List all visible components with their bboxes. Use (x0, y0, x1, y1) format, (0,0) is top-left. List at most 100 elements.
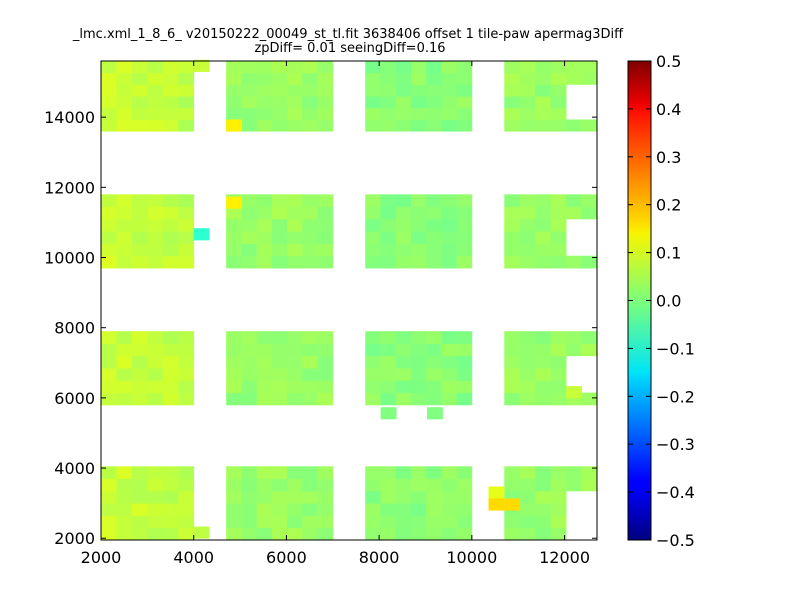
heatmap-cell (116, 72, 133, 85)
heatmap-cell (287, 503, 303, 516)
heatmap-cell (441, 84, 458, 97)
heatmap-cell (426, 503, 442, 516)
heatmap-cell (287, 72, 303, 85)
heatmap-cell (317, 343, 334, 357)
heatmap-cell (271, 96, 288, 109)
heatmap-cell (162, 343, 179, 357)
heatmap-cell (101, 218, 117, 232)
heatmap-cell (504, 343, 521, 357)
heatmap-cell (581, 392, 598, 406)
heatmap-cell (178, 466, 195, 479)
heatmap-cell (380, 490, 397, 504)
heatmap-cell (380, 72, 397, 85)
heatmap-cell (101, 243, 117, 257)
heatmap-cell (566, 343, 582, 357)
heatmap-cell (519, 380, 536, 394)
heatmap-cell (550, 527, 567, 541)
heatmap-cell (178, 380, 195, 394)
heatmap-cell (317, 96, 334, 109)
heatmap-cell (504, 392, 521, 406)
heatmap-cell (241, 119, 258, 132)
heatmap-cell (226, 331, 242, 344)
heatmap-cell (365, 503, 381, 516)
heatmap-cell (456, 466, 473, 479)
heatmap-cell (426, 119, 442, 132)
heatmap-cell (365, 343, 381, 357)
heatmap-cell (550, 119, 567, 132)
heatmap-cell (116, 194, 133, 208)
heatmap-cell (504, 355, 521, 369)
heatmap-cell (116, 255, 133, 269)
heatmap-cell (519, 503, 536, 516)
heatmap-cell (178, 107, 195, 120)
heatmap-cell (317, 331, 334, 344)
heatmap-cell (256, 96, 273, 109)
heatmap-cell (410, 368, 427, 381)
y-tick-label: 8000 (54, 319, 95, 338)
heatmap-cell (441, 392, 458, 406)
heatmap-cell (101, 343, 117, 357)
heatmap-cell (302, 331, 318, 344)
heatmap-cell (271, 515, 288, 529)
heatmap-cell (131, 119, 148, 132)
heatmap-cell (535, 61, 552, 74)
heatmap-cell (365, 392, 381, 406)
heatmap-cell (441, 194, 458, 208)
heatmap-cell (426, 368, 442, 381)
heatmap-cell (535, 231, 552, 244)
heatmap-cell (519, 194, 536, 208)
heatmap-cell (317, 243, 334, 257)
heatmap-cell (178, 490, 195, 504)
heatmap-cell (317, 392, 334, 406)
heatmap-cell (116, 478, 133, 492)
x-tick-label: 10000 (446, 548, 497, 567)
heatmap-cell (271, 255, 288, 269)
heatmap-cell (131, 218, 148, 232)
heatmap-cell (162, 503, 179, 516)
heatmap-cell (241, 107, 258, 120)
heatmap-cell (178, 368, 195, 381)
heatmap-cell (241, 392, 258, 406)
heatmap-cell (271, 368, 288, 381)
heatmap-cell (271, 392, 288, 406)
heatmap-cell (162, 218, 179, 232)
heatmap-cell (441, 206, 458, 220)
heatmap-cell (550, 380, 567, 394)
heatmap-cell (131, 527, 148, 541)
heatmap-cell (519, 231, 536, 244)
heatmap-cell (147, 515, 164, 529)
heatmap-cell (226, 515, 242, 529)
heatmap-cell (241, 368, 258, 381)
heatmap-cell (256, 503, 273, 516)
colorbar-tick-label: 0.4 (656, 100, 681, 119)
heatmap-cell (550, 107, 567, 120)
heatmap-cell (317, 515, 334, 529)
heatmap-cell (178, 515, 195, 529)
heatmap-cell (241, 84, 258, 97)
heatmap-cell (162, 466, 179, 479)
heatmap-cell (241, 206, 258, 220)
heatmap-cell (365, 107, 381, 120)
heatmap-cell (426, 231, 442, 244)
heatmap-cell (365, 527, 381, 541)
heatmap-cell (504, 206, 521, 220)
heatmap-cell (519, 368, 536, 381)
heatmap-cell (178, 194, 195, 208)
heatmap-cell (535, 503, 552, 516)
heatmap-cell (302, 466, 318, 479)
heatmap-cell (271, 194, 288, 208)
heatmap-cell (550, 392, 567, 406)
heatmap-cell (101, 466, 117, 479)
heatmap-cell (581, 72, 598, 85)
heatmap-cell (256, 72, 273, 85)
heatmap-cell (226, 380, 242, 394)
heatmap-cell (581, 466, 598, 479)
heatmap-cell (380, 515, 397, 529)
heatmap-cell (441, 72, 458, 85)
heatmap-cell (535, 466, 552, 479)
heatmap-cell (410, 255, 427, 269)
heatmap-cell (535, 527, 552, 541)
heatmap-cell (380, 84, 397, 97)
heatmap-cell (271, 72, 288, 85)
heatmap-cell (241, 466, 258, 479)
